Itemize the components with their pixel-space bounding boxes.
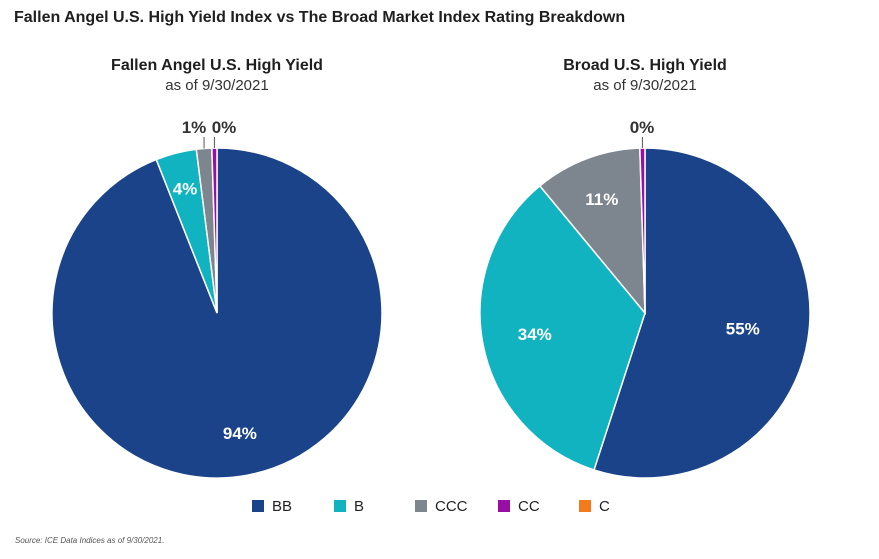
- legend-item-bb: BB: [252, 495, 292, 517]
- pie-2-slice-b: [479, 184, 646, 471]
- pie-1-label-bb: 94%: [223, 424, 257, 443]
- source-note: Source: ICE Data Indices as of 9/30/2021…: [15, 536, 165, 545]
- legend-item-ccc: CCC: [415, 495, 468, 517]
- legend-swatch-cc: [498, 500, 510, 512]
- chart-1-subtitle: as of 9/30/2021: [165, 77, 269, 94]
- legend: BB B CCC CC C: [0, 495, 879, 519]
- pie-2-label-cc: 0%: [630, 118, 655, 137]
- legend-item-b: B: [334, 495, 364, 517]
- legend-label-cc: CC: [518, 497, 540, 515]
- legend-label-ccc: CCC: [435, 497, 468, 515]
- legend-label-bb: BB: [272, 497, 293, 515]
- chart-2-subtitle: as of 9/30/2021: [593, 77, 697, 94]
- legend-swatch-ccc: [415, 500, 427, 512]
- pie-2-label-bb: 55%: [726, 319, 760, 338]
- legend-item-c: C: [579, 495, 610, 517]
- pie-2-label-b: 34%: [518, 325, 552, 344]
- pie-2-slice-bb: [593, 147, 811, 479]
- page-title: Fallen Angel U.S. High Yield Index vs Th…: [14, 9, 626, 26]
- pie-1-label-b: 4%: [173, 179, 198, 198]
- legend-label-b: B: [354, 497, 365, 515]
- legend-swatch-c: [579, 500, 591, 512]
- pie-1-label-cc: 0%: [212, 118, 237, 137]
- chart-1-title: Fallen Angel U.S. High Yield: [111, 57, 323, 74]
- legend-label-c: C: [599, 497, 610, 515]
- legend-swatch-b: [334, 500, 346, 512]
- chart-2-title: Broad U.S. High Yield: [563, 57, 727, 74]
- pie-2-label-ccc: 11%: [585, 190, 618, 209]
- legend-swatch-bb: [252, 500, 264, 512]
- legend-item-cc: CC: [498, 495, 540, 517]
- pie-2-slice-ccc: [538, 147, 646, 316]
- pie-1-label-ccc: 1%: [182, 118, 207, 137]
